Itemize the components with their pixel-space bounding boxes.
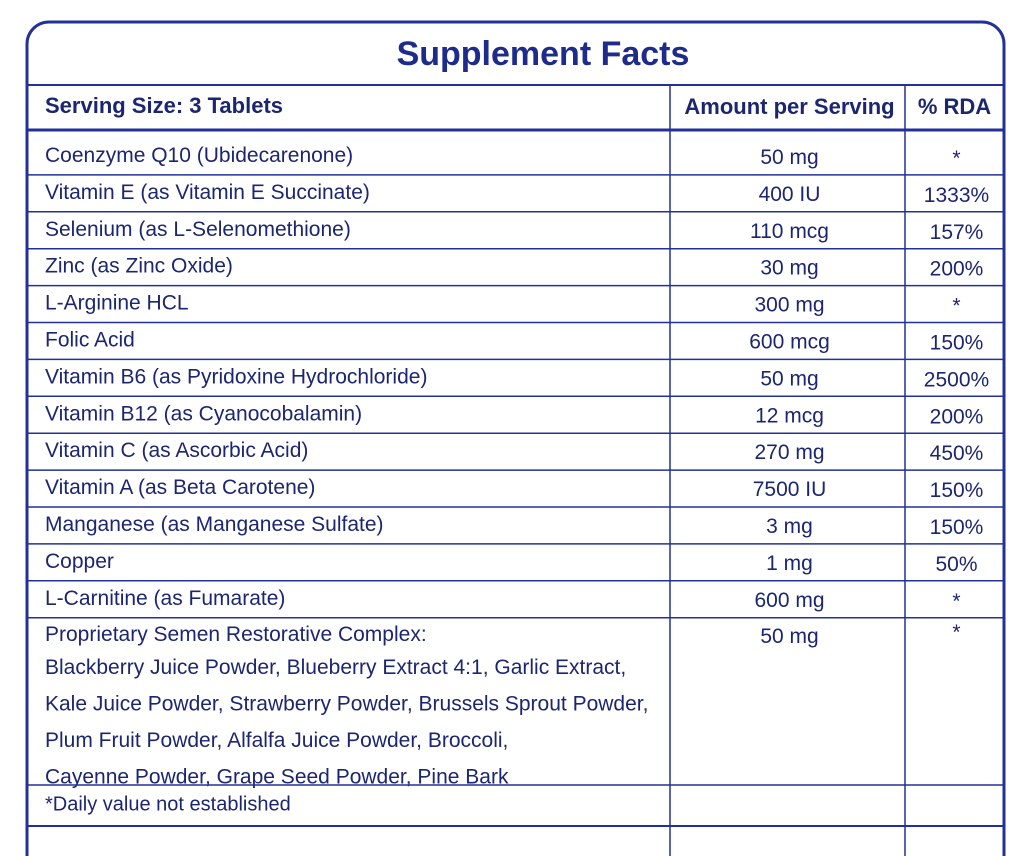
- rda: 150%: [930, 331, 984, 354]
- amount: 110 mcg: [750, 220, 829, 243]
- amount: 400 IU: [759, 183, 821, 206]
- amount: 300 mg: [754, 294, 824, 317]
- ingredient-line: Blackberry Juice Powder, Blueberry Extra…: [45, 656, 626, 679]
- rda: *: [952, 590, 960, 613]
- nutrient-name: Folic Acid: [45, 328, 135, 351]
- rda: 1333%: [924, 184, 989, 207]
- ingredient-line: Kale Juice Powder, Strawberry Powder, Br…: [45, 693, 648, 716]
- rda: 150%: [930, 516, 984, 539]
- nutrient-name: Vitamin A (as Beta Carotene): [45, 476, 315, 499]
- nutrient-name: Zinc (as Zinc Oxide): [45, 255, 233, 278]
- nutrient-name: Copper: [45, 550, 114, 573]
- amount: 600 mcg: [749, 330, 830, 353]
- amount: 3 mg: [766, 515, 813, 538]
- amount: 50 mg: [760, 146, 818, 169]
- nutrient-name: Vitamin C (as Ascorbic Acid): [45, 439, 308, 462]
- amount: 50 mg: [760, 625, 818, 648]
- amount: 30 mg: [760, 257, 818, 280]
- amount: 50 mg: [760, 367, 818, 390]
- rda: 200%: [930, 258, 984, 281]
- rda: 2500%: [924, 368, 989, 391]
- nutrient-name: L-Arginine HCL: [45, 292, 189, 315]
- amount: 270 mg: [754, 441, 824, 464]
- amount: 600 mg: [754, 589, 824, 612]
- nutrient-name: Vitamin B6 (as Pyridoxine Hydrochloride): [45, 365, 427, 388]
- amount: 12 mcg: [755, 404, 824, 427]
- label-title: Supplement Facts: [397, 35, 690, 73]
- rda: 450%: [930, 442, 984, 465]
- rda: *: [952, 295, 960, 318]
- ingredient-line: Cayenne Powder, Grape Seed Powder, Pine …: [45, 766, 509, 789]
- rda: 157%: [930, 221, 984, 244]
- amount: 1 mg: [766, 552, 813, 575]
- complex-name: Proprietary Semen Restorative Complex:: [45, 623, 427, 646]
- header-cell: % RDA: [918, 94, 991, 119]
- nutrient-name: Coenzyme Q10 (Ubidecarenone): [45, 144, 353, 167]
- ingredient-line: Plum Fruit Powder, Alfalfa Juice Powder,…: [45, 729, 508, 752]
- header-cell: Serving Size: 3 Tablets: [45, 93, 283, 118]
- nutrient-name: Vitamin B12 (as Cyanocobalamin): [45, 402, 362, 425]
- rda: 200%: [930, 405, 984, 428]
- rda: *: [952, 147, 960, 170]
- nutrient-name: Selenium (as L-Selenomethione): [45, 218, 351, 241]
- nutrient-name: Manganese (as Manganese Sulfate): [45, 513, 384, 536]
- rda: 150%: [930, 479, 984, 502]
- nutrient-name: Vitamin E (as Vitamin E Succinate): [45, 181, 370, 204]
- header-cell: Amount per Serving: [684, 94, 894, 119]
- rda: 50%: [935, 553, 977, 576]
- rda: *: [952, 621, 960, 644]
- nutrient-name: L-Carnitine (as Fumarate): [45, 587, 285, 610]
- amount: 7500 IU: [753, 478, 827, 501]
- label-border: [25, 20, 1006, 856]
- footnote: *Daily value not established: [45, 793, 291, 815]
